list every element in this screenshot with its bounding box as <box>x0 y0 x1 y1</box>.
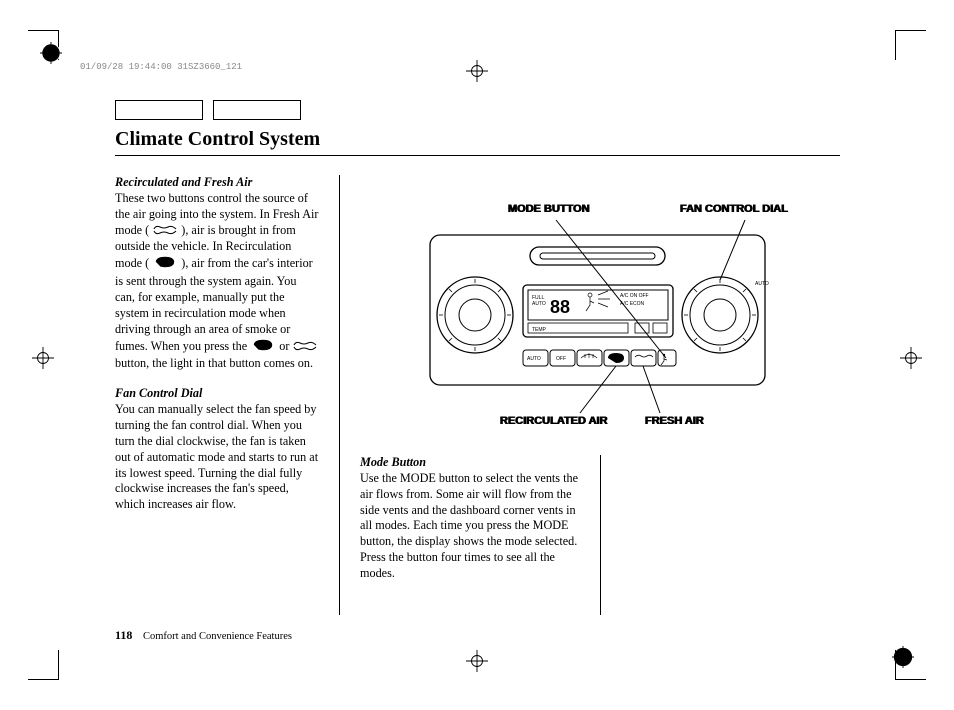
nav-boxes <box>115 100 301 120</box>
diagram-label-fresh-air: FRESH AIR <box>645 415 704 427</box>
diagram-label-recirculated: RECIRCULATED AIR <box>500 415 608 427</box>
section-fan: Fan Control Dial You can manually select… <box>115 386 319 513</box>
timestamp: 01/09/28 19:44:00 31SZ3660_121 <box>80 62 242 72</box>
registration-cross-icon <box>900 347 922 369</box>
section-heading: Mode Button <box>360 455 426 469</box>
page: 01/09/28 19:44:00 31SZ3660_121 Climate C… <box>0 0 954 710</box>
svg-text:OFF: OFF <box>556 356 566 362</box>
registration-cross-icon <box>32 347 54 369</box>
section-mode: Mode Button Use the MODE button to selec… <box>360 455 580 615</box>
nav-box[interactable] <box>213 100 301 120</box>
registration-cross-icon <box>466 650 488 672</box>
body-text: button, the light in that button comes o… <box>115 356 313 370</box>
page-number: 118 <box>115 628 132 642</box>
svg-text:AUTO: AUTO <box>527 356 541 362</box>
column-separator <box>600 455 601 615</box>
empty-column <box>620 455 840 615</box>
right-lower: Mode Button Use the MODE button to selec… <box>360 455 840 615</box>
svg-text:AUTO: AUTO <box>755 281 769 287</box>
diagram-label-mode-button: MODE BUTTON <box>508 203 590 215</box>
body-text: You can manually select the fan speed by… <box>115 402 318 511</box>
recirculate-icon <box>152 255 178 274</box>
svg-text:A/C ON OFF: A/C ON OFF <box>620 293 649 299</box>
fresh-air-icon <box>292 339 318 356</box>
body-text: or <box>279 339 289 353</box>
body-text: Use the MODE button to select the vents … <box>360 471 578 580</box>
svg-text:TEMP: TEMP <box>532 327 547 333</box>
page-title: Climate Control System <box>115 128 320 151</box>
crop-mark <box>896 30 926 31</box>
crop-mark <box>58 650 59 680</box>
page-footer: 118 Comfort and Convenience Features <box>115 628 292 643</box>
crop-mark <box>895 30 896 60</box>
nav-box[interactable] <box>115 100 203 120</box>
section-recirculated: Recirculated and Fresh Air These two but… <box>115 175 319 372</box>
content: Recirculated and Fresh Air These two but… <box>115 175 840 615</box>
svg-text:A/C ECON: A/C ECON <box>620 301 645 307</box>
recirculate-icon <box>250 338 276 357</box>
registration-mark-icon <box>892 646 914 668</box>
crop-mark <box>896 679 926 680</box>
svg-text:AUTO: AUTO <box>532 301 546 307</box>
climate-control-diagram: AUTO FULL AUTO 88 A/C ON OFF A/C ECON <box>360 175 840 445</box>
section-heading: Recirculated and Fresh Air <box>115 175 252 189</box>
left-column: Recirculated and Fresh Air These two but… <box>115 175 319 615</box>
fresh-air-icon <box>152 223 178 240</box>
title-rule <box>115 155 840 156</box>
footer-section-title: Comfort and Convenience Features <box>143 631 292 642</box>
registration-mark-icon <box>40 42 62 64</box>
column-separator <box>339 175 340 615</box>
crop-mark <box>28 679 58 680</box>
registration-cross-icon <box>466 60 488 82</box>
diagram-label-fan-control: FAN CONTROL DIAL <box>680 203 788 215</box>
section-heading: Fan Control Dial <box>115 386 202 400</box>
svg-text:88: 88 <box>550 297 570 317</box>
right-column: AUTO FULL AUTO 88 A/C ON OFF A/C ECON <box>360 175 840 615</box>
crop-mark <box>28 30 58 31</box>
